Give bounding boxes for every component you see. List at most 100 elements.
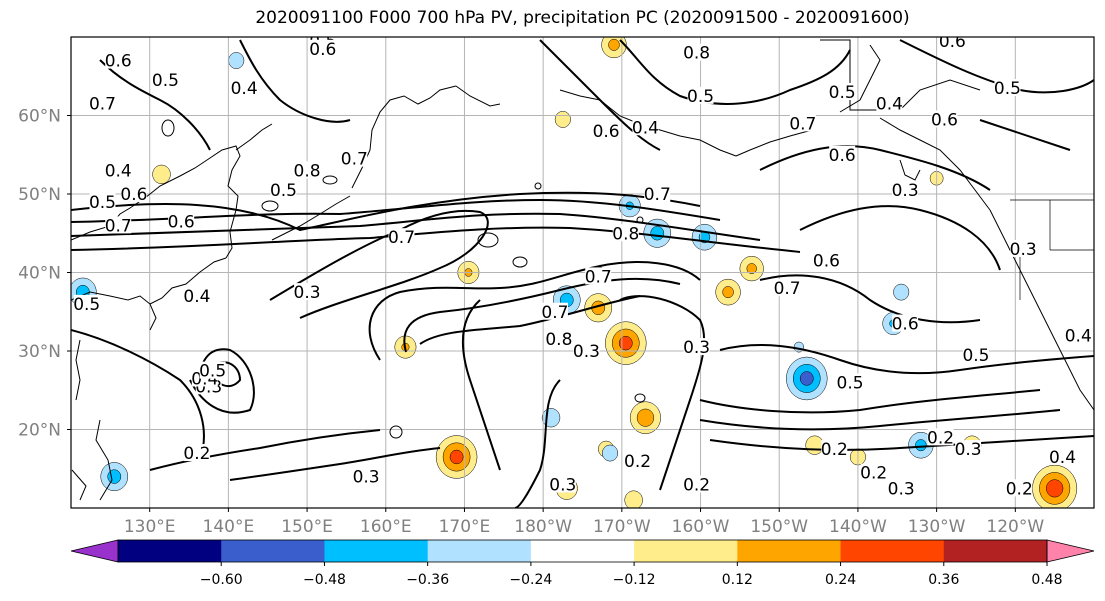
lon-label: 180°W [514, 517, 572, 537]
contour-label: 0.7 [541, 303, 568, 323]
contour-label-bg [105, 51, 132, 69]
pv-contour-line [229, 447, 441, 481]
contour-label-bg [73, 294, 100, 312]
contour-label: 0.2 [927, 428, 954, 448]
contour-label: 0.8 [683, 44, 710, 64]
pv-contour-line [799, 205, 1001, 271]
pv-contour-line [403, 277, 681, 353]
island-outline [512, 256, 528, 268]
contour-label: 0.6 [168, 212, 195, 232]
lat-label: 20°N [18, 421, 61, 441]
pv-contour-line [719, 344, 1094, 375]
contour-label-bg [168, 212, 195, 230]
island-outline [389, 425, 403, 439]
contour-label-bg [199, 361, 226, 379]
precip-anomaly [152, 164, 171, 184]
contour-label: 0.2 [624, 452, 651, 472]
contour-label-bg [994, 79, 1021, 97]
contour-label-bg [931, 110, 958, 128]
contour-label-bg [585, 267, 612, 285]
precip-anomaly [722, 286, 734, 299]
contour-label: 0.7 [644, 185, 671, 205]
contour-label: 0.7 [388, 228, 415, 248]
contour-label: 0.4 [183, 287, 210, 307]
lon-label: 160°W [672, 517, 730, 537]
coastline [235, 123, 273, 151]
lon-label: 170°W [593, 517, 651, 537]
contour-label: 0.3 [1010, 240, 1037, 260]
contour-label-bg [829, 82, 856, 100]
contour-label: 0.2 [860, 464, 887, 484]
colorbar: −0.60 −0.48 −0.36 −0.24 −0.12 0.12 0.24 0.36 0.4… [70, 539, 1095, 588]
contour-label-bg [294, 283, 321, 301]
contour-label: 0.7 [585, 267, 612, 287]
pv-contour-line [99, 59, 211, 151]
contour-label: 0.5 [199, 362, 226, 382]
contour-label-bg [593, 122, 620, 140]
contour-label-bg [939, 37, 966, 49]
precip-anomaly [1046, 479, 1064, 498]
contour-label: 0.6 [105, 52, 132, 72]
contour-label: 0.5 [829, 83, 856, 103]
contour-label-bg [888, 479, 915, 497]
coastline [95, 419, 113, 501]
island-outline [477, 232, 499, 248]
contour-label-bg [683, 338, 710, 356]
contour-label-bg [837, 373, 864, 391]
contour-label-bg [270, 181, 297, 199]
contour-label: 0.7 [341, 150, 368, 170]
contour-label-bg [152, 71, 179, 89]
contour-label: 0.6 [813, 252, 840, 272]
pv-contour-line [149, 429, 381, 471]
precip-anomaly [915, 439, 927, 452]
contour-label-bg [892, 181, 919, 199]
contour-label: 0.7 [774, 279, 801, 299]
colorbar-segment [737, 540, 842, 562]
lon-label: 140°W [829, 517, 887, 537]
coastline [735, 129, 813, 157]
contour-label-bg [821, 440, 848, 458]
contour-label-bg [876, 94, 903, 112]
lon-label: 170°E [439, 517, 491, 537]
contour-label-bg [309, 39, 336, 57]
island-outline [634, 393, 646, 403]
pv-contour-line [71, 212, 761, 241]
contour-label: 0.7 [789, 114, 816, 134]
contour-label: 0.2 [183, 444, 210, 464]
contour-label-bg [813, 251, 840, 269]
contour-label: 0.5 [837, 373, 864, 393]
contour-label-bg [683, 475, 710, 493]
lon-label: 130°E [124, 517, 176, 537]
colorbar-tick-label: −0.12 [613, 572, 656, 588]
coastline [351, 85, 457, 189]
contour-label: 0.5 [994, 79, 1021, 99]
contour-label-bg [573, 342, 600, 359]
pv-contour-line [759, 274, 981, 324]
colorbar-extend-high [1046, 539, 1095, 563]
precip-anomaly [608, 38, 620, 51]
contour-label-bg [1006, 479, 1033, 497]
contour-label: 0.3 [573, 342, 600, 362]
pv-contour-line [71, 191, 701, 232]
pv-contour-line [539, 39, 661, 151]
contour-label-bg [89, 192, 116, 210]
contour-label-bg [644, 185, 671, 202]
pv-contour-line [461, 299, 501, 471]
precip-anomaly [554, 111, 571, 128]
pv-contour-line [71, 329, 205, 461]
contour-label: 0.3 [353, 468, 380, 488]
contour-labels: 0.50.60.60.50.40.70.80.50.40.60.60.50.40… [73, 37, 1092, 499]
contour-label-bg [549, 475, 576, 493]
coastline [899, 159, 921, 181]
lat-label: 30°N [18, 342, 61, 362]
contour-label: 0.5 [270, 181, 297, 201]
colorbar-segment [324, 540, 429, 562]
contour-label-bg [789, 114, 816, 132]
contour-label: 0.5 [73, 295, 100, 315]
coastline [71, 145, 241, 259]
contour-label: 0.5 [962, 346, 989, 366]
lat-label: 40°N [18, 264, 61, 284]
pv-contour-line [619, 295, 706, 491]
contour-label-bg [624, 451, 651, 469]
